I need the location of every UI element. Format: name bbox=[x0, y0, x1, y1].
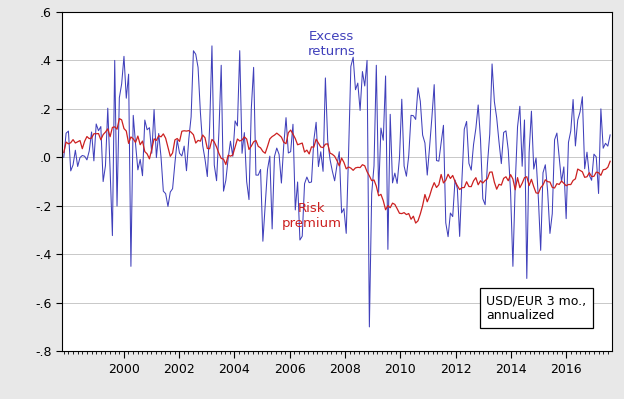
Text: Risk
premium: Risk premium bbox=[282, 202, 342, 230]
Text: Excess
returns: Excess returns bbox=[308, 30, 355, 58]
Text: USD/EUR 3 mo.,
annualized: USD/EUR 3 mo., annualized bbox=[486, 294, 587, 322]
